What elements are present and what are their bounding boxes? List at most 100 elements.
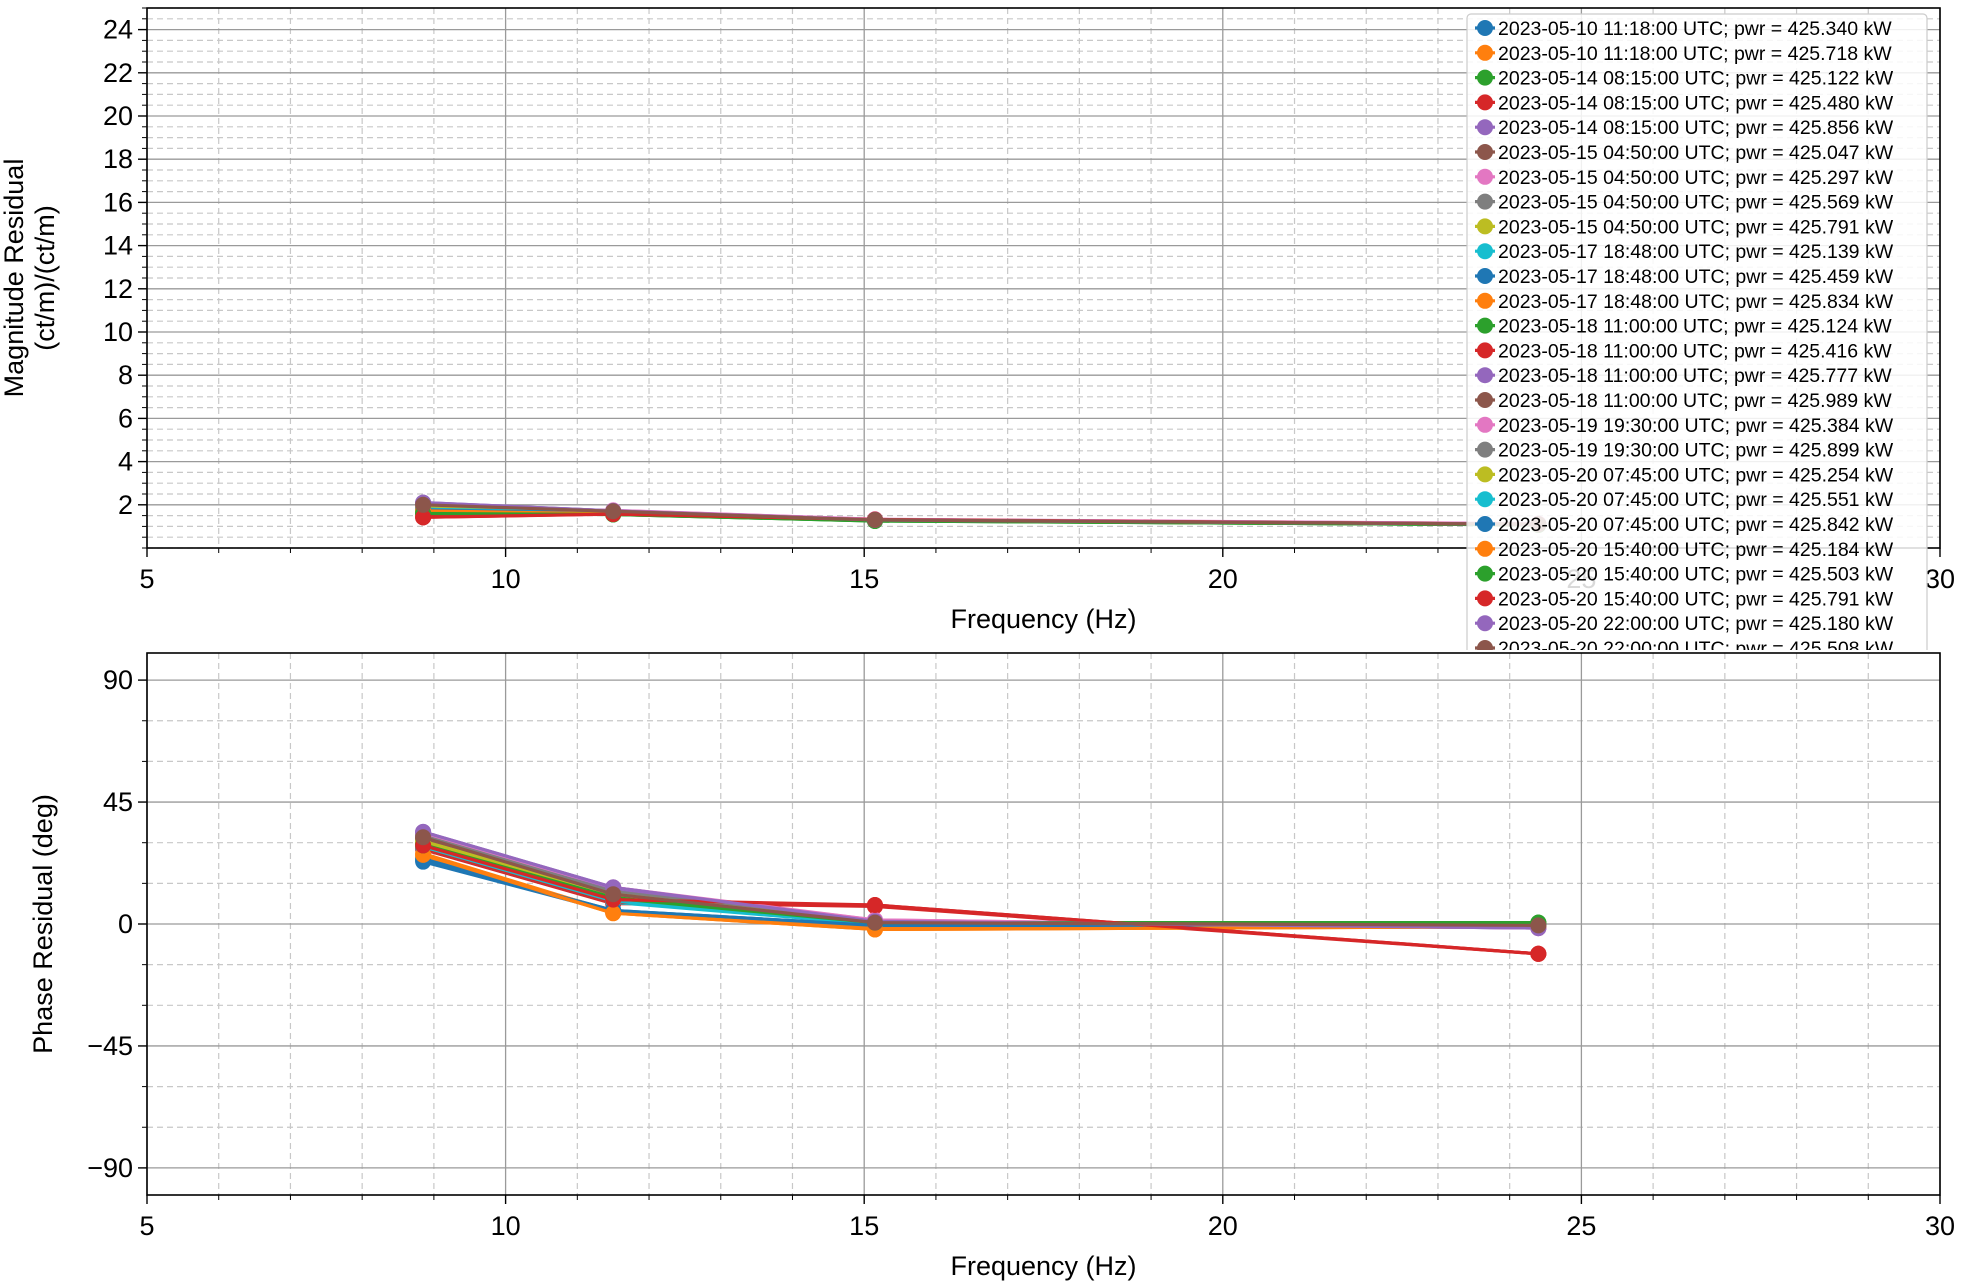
legend-entry: 2023-05-20 22:00:00 UTC; pwr = 425.180 k… xyxy=(1498,613,1894,635)
legend-entry: 2023-05-18 11:00:00 UTC; pwr = 425.777 k… xyxy=(1498,365,1892,387)
legend-marker xyxy=(1477,168,1493,185)
legend-entry: 2023-05-17 18:48:00 UTC; pwr = 425.459 k… xyxy=(1498,266,1894,288)
legend-entry: 2023-05-15 04:50:00 UTC; pwr = 425.791 k… xyxy=(1498,216,1894,238)
legend-marker xyxy=(1477,590,1493,607)
data-point xyxy=(605,886,622,903)
legend-entry: 2023-05-19 19:30:00 UTC; pwr = 425.384 k… xyxy=(1498,415,1894,437)
plot-frame xyxy=(146,7,1941,549)
legend-marker xyxy=(1477,367,1493,384)
legend-entry: 2023-05-10 11:18:00 UTC; pwr = 425.718 k… xyxy=(1498,43,1892,65)
x-tick-label: 25 xyxy=(1566,1211,1596,1241)
legend-marker xyxy=(1477,466,1493,483)
legend-entry: 2023-05-20 07:45:00 UTC; pwr = 425.842 k… xyxy=(1498,514,1894,536)
y-tick-label: 8 xyxy=(118,360,133,390)
major-grid xyxy=(146,653,1941,1195)
legend-entry: 2023-05-20 15:40:00 UTC; pwr = 425.791 k… xyxy=(1498,588,1894,610)
legend-marker xyxy=(1477,441,1493,458)
legend-marker xyxy=(1477,640,1493,650)
legend-entry: 2023-05-18 11:00:00 UTC; pwr = 425.989 k… xyxy=(1498,390,1892,412)
y-tick-label: 10 xyxy=(103,317,133,347)
magnitude-residual-chart: 5101520253024681012141618202224Frequency… xyxy=(0,7,1955,634)
legend-marker xyxy=(1477,144,1493,160)
y-tick-label: 90 xyxy=(103,665,133,695)
legend-entry: 2023-05-15 04:50:00 UTC; pwr = 425.297 k… xyxy=(1498,167,1894,189)
x-tick-label: 10 xyxy=(491,564,521,594)
legend-entry: 2023-05-20 07:45:00 UTC; pwr = 425.551 k… xyxy=(1498,489,1894,511)
legend-marker xyxy=(1477,540,1493,557)
legend-marker xyxy=(1477,193,1493,210)
y-tick-label: 2 xyxy=(118,490,133,520)
x-axis-label: Frequency (Hz) xyxy=(950,604,1136,634)
x-tick-label: 30 xyxy=(1925,1211,1955,1241)
legend-marker xyxy=(1477,392,1493,408)
y-tick-label: 14 xyxy=(103,231,133,261)
x-tick-label: 5 xyxy=(139,1211,154,1241)
legend-entry: 2023-05-17 18:48:00 UTC; pwr = 425.834 k… xyxy=(1498,291,1894,313)
y-tick-label: 0 xyxy=(118,909,133,939)
legend-frame xyxy=(1466,13,1928,650)
y-axis-label: Phase Residual (deg) xyxy=(28,794,58,1054)
ticks: 5101520253024681012141618202224 xyxy=(103,15,1955,594)
legend-marker xyxy=(1477,292,1493,309)
legend-marker xyxy=(1477,317,1493,334)
y-tick-label: −45 xyxy=(87,1031,133,1061)
series-line-25 xyxy=(423,503,1539,526)
y-tick-label: 22 xyxy=(103,58,133,88)
data-point xyxy=(866,897,883,914)
legend-entry: 2023-05-18 11:00:00 UTC; pwr = 425.124 k… xyxy=(1498,316,1892,338)
legend-entry: 2023-05-14 08:15:00 UTC; pwr = 425.480 k… xyxy=(1498,92,1894,114)
y-axis-label-line: Phase Residual (deg) xyxy=(28,794,58,1054)
y-tick-label: 24 xyxy=(103,15,133,45)
legend-marker xyxy=(1477,268,1493,284)
legend-marker xyxy=(1477,416,1493,433)
series-line-23 xyxy=(422,843,1539,956)
legend-entry: 2023-05-17 18:48:00 UTC; pwr = 425.139 k… xyxy=(1498,241,1894,263)
legend-entry: 2023-05-20 15:40:00 UTC; pwr = 425.503 k… xyxy=(1498,564,1894,586)
x-tick-label: 15 xyxy=(849,1211,879,1241)
data-point xyxy=(415,496,432,513)
legend-content: 2023-05-10 11:18:00 UTC; pwr = 425.340 k… xyxy=(1466,13,1928,660)
x-tick-label: 5 xyxy=(139,564,154,594)
data-point xyxy=(1530,945,1547,962)
series-group xyxy=(415,494,1547,533)
series-line-25 xyxy=(422,835,1539,927)
x-axis-label: Frequency (Hz) xyxy=(950,1251,1136,1281)
y-tick-label: 16 xyxy=(103,187,133,217)
legend-marker xyxy=(1477,44,1493,61)
legend-marker xyxy=(1477,119,1493,136)
data-point xyxy=(866,914,883,931)
legend-marker xyxy=(1477,243,1493,260)
y-tick-label: 6 xyxy=(118,403,133,433)
data-point xyxy=(605,905,622,922)
legend-entry: 2023-05-14 08:15:00 UTC; pwr = 425.856 k… xyxy=(1498,117,1894,139)
series-group xyxy=(415,823,1547,962)
legend: 2023-05-10 11:18:00 UTC; pwr = 425.340 k… xyxy=(1466,13,1928,660)
legend-marker xyxy=(1477,565,1493,582)
y-tick-label: 18 xyxy=(103,144,133,174)
data-point xyxy=(866,511,883,528)
y-tick-label: 20 xyxy=(103,101,133,131)
data-point xyxy=(415,829,432,846)
legend-marker xyxy=(1477,20,1493,36)
phase-residual-chart: 5 10 15 20 25 30 −90 −45 0 45 90 Frequency (Hz) Phas… xyxy=(28,652,1955,1281)
data-point xyxy=(1530,917,1547,934)
legend-entry: 2023-05-15 04:50:00 UTC; pwr = 425.569 k… xyxy=(1498,192,1894,214)
legend-entry: 2023-05-14 08:15:00 UTC; pwr = 425.122 k… xyxy=(1498,68,1894,90)
legend-entry: 2023-05-20 07:45:00 UTC; pwr = 425.254 k… xyxy=(1498,464,1894,486)
legend-marker xyxy=(1477,218,1493,235)
legend-entry: 2023-05-18 11:00:00 UTC; pwr = 425.416 k… xyxy=(1498,340,1892,362)
legend-marker xyxy=(1477,94,1493,111)
x-tick-label: 15 xyxy=(849,564,879,594)
legend-marker xyxy=(1477,342,1493,359)
legend-marker xyxy=(1477,516,1493,532)
legend-marker xyxy=(1477,69,1493,86)
x-tick-label: 20 xyxy=(1208,1211,1238,1241)
y-axis-label: Magnitude Residual(ct/m)/(ct/m) xyxy=(0,159,60,398)
data-point xyxy=(605,503,622,520)
y-tick-label: 45 xyxy=(103,787,133,817)
legend-entry: 2023-05-20 22:00:00 UTC; pwr = 425.508 k… xyxy=(1498,638,1894,660)
legend-entry: 2023-05-15 04:50:00 UTC; pwr = 425.047 k… xyxy=(1498,142,1894,164)
y-tick-label: −90 xyxy=(87,1153,133,1183)
x-tick-label: 10 xyxy=(491,1211,521,1241)
